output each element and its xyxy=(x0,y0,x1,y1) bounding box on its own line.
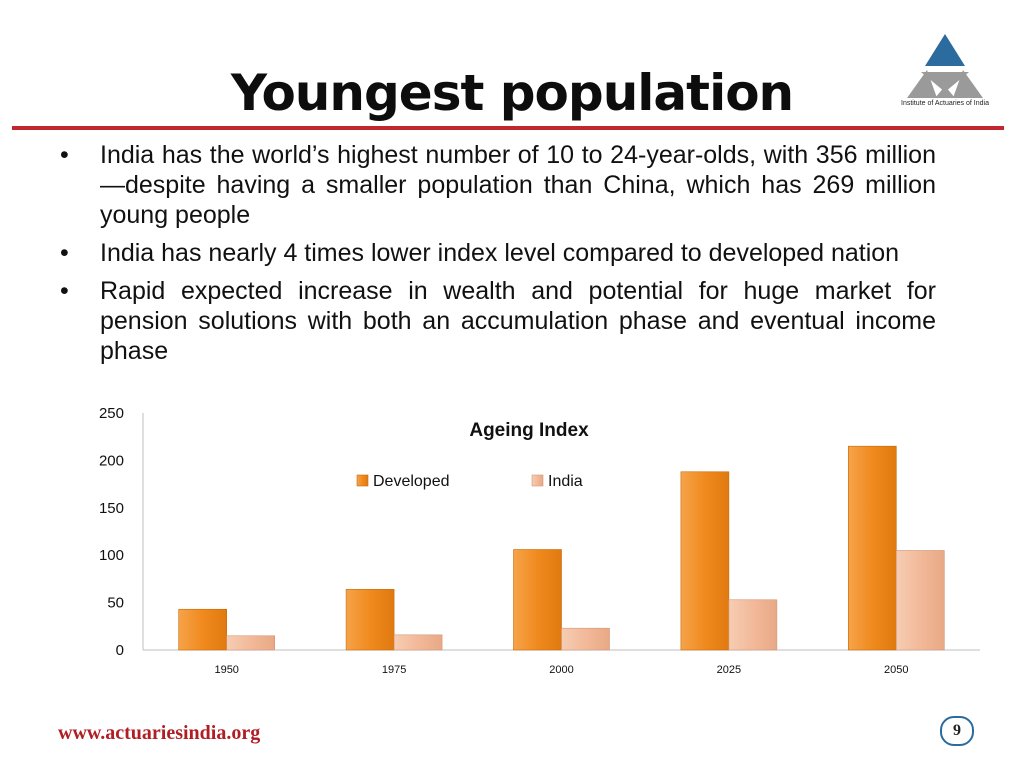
bullet-text: Rapid expected increase in wealth and po… xyxy=(100,277,936,365)
bullet-text: India has nearly 4 times lower index lev… xyxy=(100,239,900,267)
x-tick-label: 2000 xyxy=(549,664,573,676)
x-tick-label: 1975 xyxy=(382,664,406,676)
y-tick-label: 50 xyxy=(107,595,124,612)
bullet-text: India has the world’s highest number of … xyxy=(100,141,936,229)
footer-url[interactable]: www.actuariesindia.org xyxy=(58,722,261,744)
bar-developed-1950 xyxy=(178,608,227,651)
bar-india-2050 xyxy=(895,550,945,651)
slide-title: Youngest population xyxy=(230,64,794,122)
y-tick-label: 0 xyxy=(116,642,124,659)
bar-developed-2025 xyxy=(680,471,730,651)
bullet-dot-icon: • xyxy=(60,239,69,267)
bar-india-1975 xyxy=(393,634,443,651)
x-tick-label: 2050 xyxy=(884,664,908,676)
y-tick-label: 250 xyxy=(99,405,124,422)
y-tick-label: 200 xyxy=(99,452,124,469)
bar-developed-1975 xyxy=(345,589,395,651)
x-tick-label: 2025 xyxy=(717,664,741,676)
bullet-dot-icon: • xyxy=(60,277,69,305)
bar-india-2000 xyxy=(561,627,610,651)
x-tick-label: 1950 xyxy=(214,664,238,676)
bar-developed-2050 xyxy=(847,445,897,651)
page-number: 9 xyxy=(940,716,974,746)
legend-swatch-india xyxy=(531,474,544,487)
bullet-item: • Rapid expected increase in wealth and p… xyxy=(56,276,936,366)
legend-label-india: India xyxy=(548,473,583,490)
legend-label-developed: Developed xyxy=(373,473,450,490)
title-divider xyxy=(12,126,1004,130)
bar-india-2025 xyxy=(728,599,778,651)
bullet-item: • India has nearly 4 times lower index le… xyxy=(56,238,936,268)
y-tick-label: 150 xyxy=(99,500,124,517)
ageing-index-chart: 0 50 100 150 200 250 1950 1975 2000 2025 2050 Agein… xyxy=(99,405,980,676)
logo-caption: Institute of Actuaries of India xyxy=(901,100,989,107)
institute-logo xyxy=(907,34,983,98)
bullet-list: • India has the world’s highest number of… xyxy=(56,140,936,374)
y-tick-label: 100 xyxy=(99,547,124,564)
bar-india-1950 xyxy=(226,635,275,651)
bar-developed-2000 xyxy=(513,549,562,651)
legend-swatch-developed xyxy=(356,474,369,487)
chart-title: Ageing Index xyxy=(469,420,589,441)
bullet-item: • India has the world’s highest number of… xyxy=(56,140,936,230)
bullet-dot-icon: • xyxy=(60,141,69,169)
